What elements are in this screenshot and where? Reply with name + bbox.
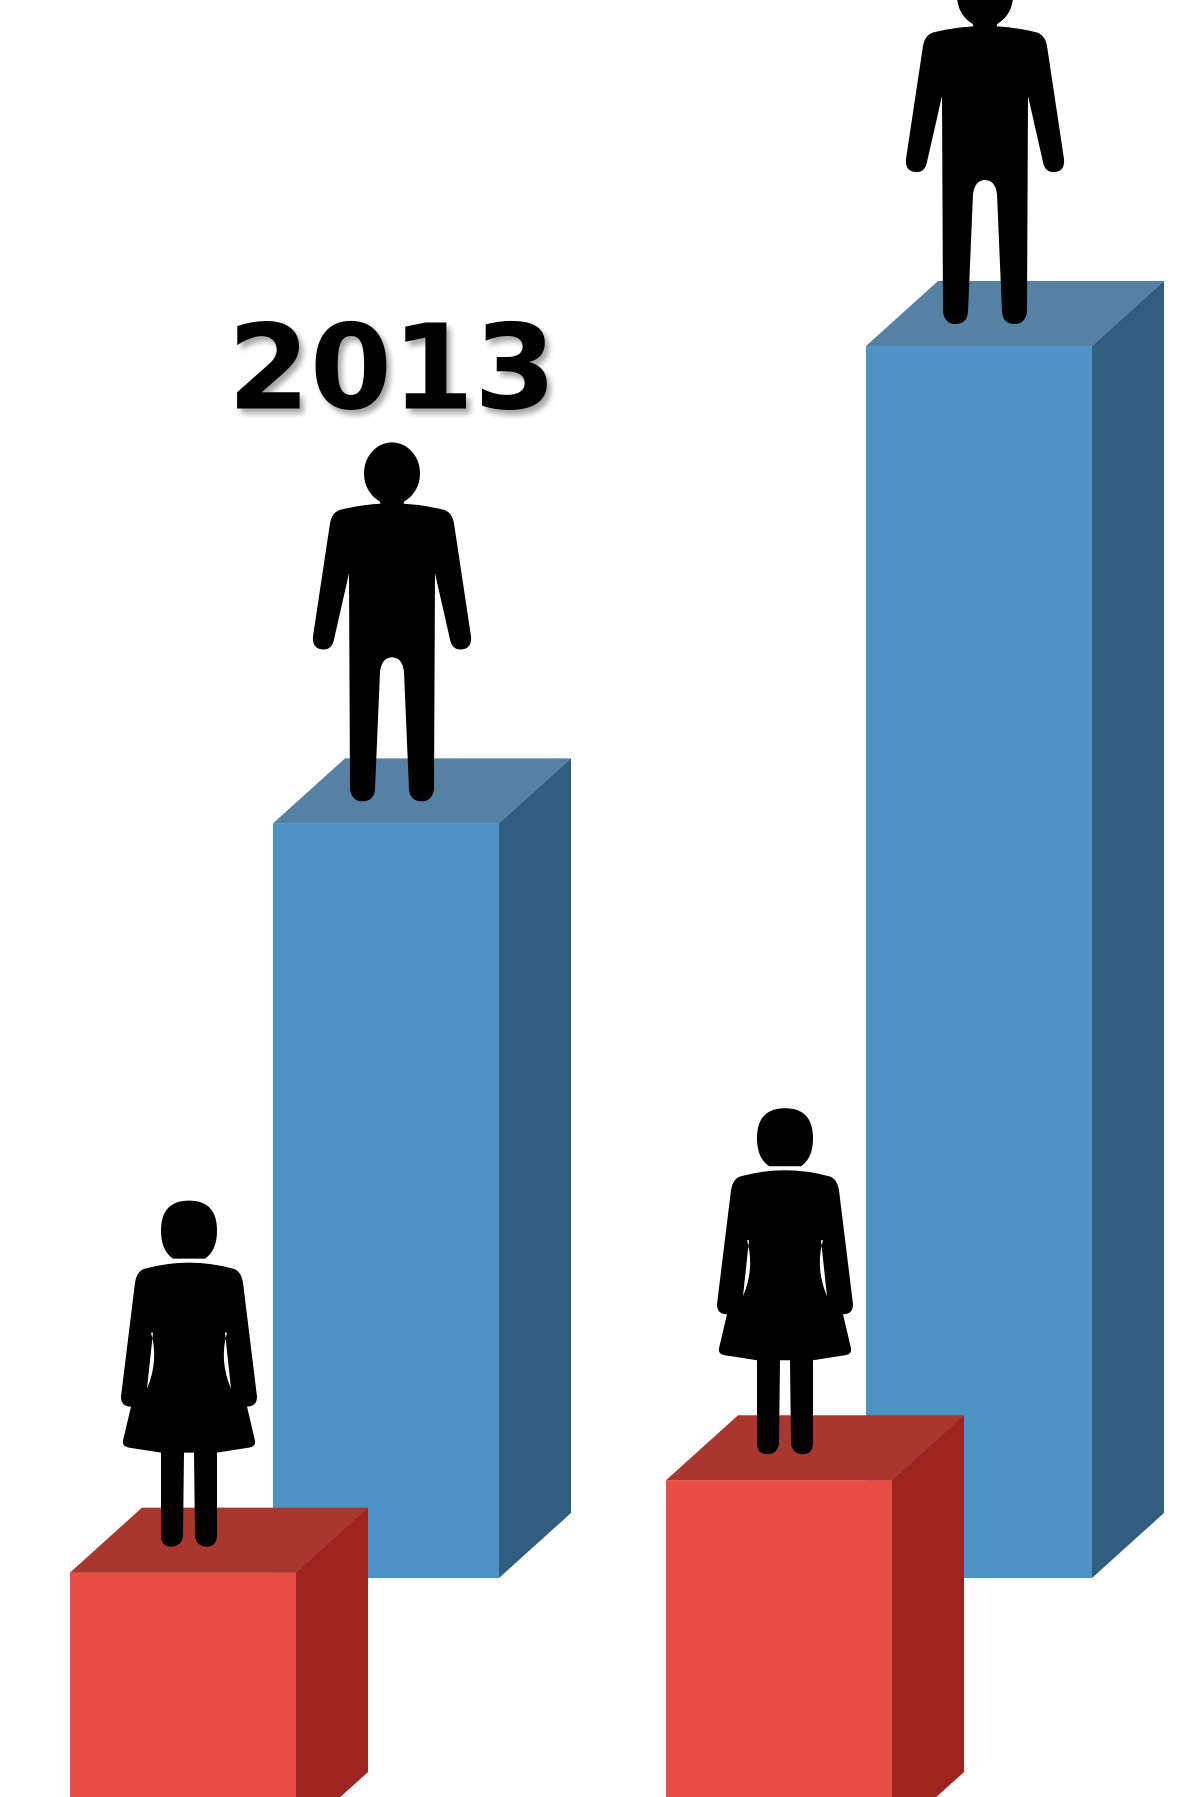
bar-women-2014-side: [892, 1415, 964, 1797]
bar-women-2013-side: [296, 1507, 368, 1797]
category-label-2013: 2013: [228, 298, 556, 436]
bar-women-2014-front: [666, 1480, 892, 1797]
bar-women-2013-front: [70, 1572, 296, 1797]
bar-men-2014-side: [1092, 281, 1164, 1578]
bar-women-2014-top: [666, 1415, 964, 1481]
bar-women-2013: [70, 1507, 368, 1797]
bar-men-2013-front: [273, 823, 499, 1578]
bar-women-2013-top: [70, 1507, 368, 1573]
bar-men-2014: [866, 281, 1164, 1578]
man-icon-2014: [905, 0, 1065, 324]
woman-icon-2014: [717, 1108, 853, 1455]
woman-icon-2013: [121, 1200, 257, 1547]
bar-men-2013: [273, 758, 571, 1578]
bar-men-2014-front: [866, 346, 1092, 1578]
bar-women-2014: [666, 1415, 964, 1797]
bar-men-2013-side: [499, 758, 571, 1578]
man-icon-2013: [312, 442, 472, 802]
